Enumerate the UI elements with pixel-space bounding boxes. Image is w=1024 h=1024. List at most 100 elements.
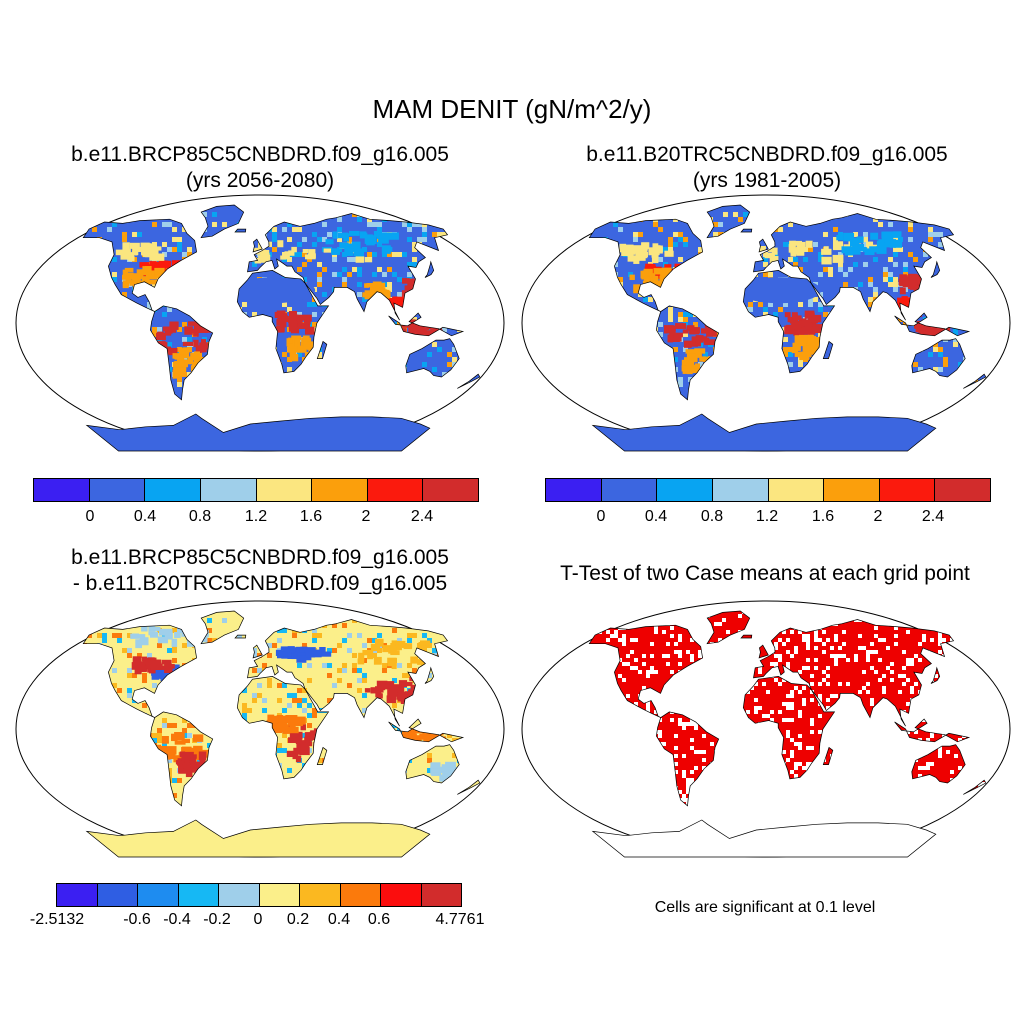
colorbar-swatch: [712, 479, 769, 501]
colorbar-swatch: [259, 884, 300, 906]
colorbar-swatch: [423, 479, 478, 501]
coastline-australia: [405, 338, 460, 378]
colorbar-swatch: [97, 884, 138, 906]
colorbar-difference-ticks: -2.5132 -0.6 -0.4 -0.2 0 0.2 0.4 0.6 4.7761: [0, 911, 520, 931]
colorbar-tick-label: 0.4: [133, 508, 157, 525]
coastline-newzealand: [963, 373, 987, 389]
panel3-title-line2: - b.e11.B20TRC5CNBDRD.f09_g16.005: [72, 572, 448, 595]
coastline-iceland: [740, 634, 753, 639]
coastline-japan: [930, 666, 941, 684]
colorbar-tick-label: -2.5132: [29, 911, 85, 928]
colorbar-swatch: [89, 479, 146, 501]
colorbar-tick-label: -0.2: [203, 911, 231, 928]
colorbar-swatch: [34, 479, 90, 501]
significance-note: Cells are significant at 0.1 level: [654, 899, 876, 916]
panel2-title: b.e11.B20TRC5CNBDRD.f09_g16.005 (yrs 198…: [537, 142, 997, 194]
colorbar-swatch: [219, 884, 260, 906]
colorbar-swatch: [657, 479, 713, 501]
panel2-title-line2: (yrs 1981-2005): [692, 169, 842, 192]
coastline-uk: [758, 238, 769, 253]
coastline-southamerica: [150, 305, 214, 401]
coastline-newzealand: [457, 373, 481, 389]
panel3-title-line1: b.e11.BRCP85C5CNBDRD.f09_g16.005: [71, 546, 449, 569]
colorbar-tick-label: -0.6: [123, 911, 151, 928]
colorbar-swatch: [312, 479, 368, 501]
colorbar-rcp85-ticks: 0 0.4 0.8 1.2 1.6 2 2.4: [0, 508, 520, 528]
colorbar-difference: [56, 883, 462, 907]
coastline-eurasia: [247, 619, 449, 727]
coastline-iceland: [234, 228, 247, 233]
colorbar-swatch: [768, 479, 825, 501]
coastline-japan: [424, 666, 435, 684]
colorbar-tick-label: 0.6: [367, 911, 391, 928]
colorbar-tick-label: 1.2: [755, 508, 779, 525]
colorbar-tick-label: 0.8: [700, 508, 724, 525]
coastline-southamerica: [150, 711, 214, 807]
colorbar-tick-label: 0.4: [327, 911, 351, 928]
panel2-title-line1: b.e11.B20TRC5CNBDRD.f09_g16.005: [586, 143, 948, 166]
colorbar-rcp85: [33, 478, 479, 502]
colorbar-swatch: [381, 884, 422, 906]
panel1-title-line1: b.e11.BRCP85C5CNBDRD.f09_g16.005: [71, 143, 449, 166]
coastline-iceland: [740, 228, 753, 233]
panel4-title: T-Test of two Case means at each grid po…: [515, 561, 1015, 587]
colorbar-tick-label: 1.2: [244, 508, 268, 525]
colorbar-tick-label: 4.7761: [435, 911, 485, 928]
colorbar-tick-label: 0.4: [644, 508, 668, 525]
coastline-antarctica: [85, 413, 431, 452]
coastline-northamerica: [82, 624, 197, 718]
coastline-africa: [236, 270, 330, 374]
map-historical: [521, 194, 1011, 452]
coastline-antarctica: [85, 819, 431, 858]
coastline-madagascar: [822, 340, 834, 359]
colorbar-tick-label: -0.4: [163, 911, 191, 928]
colorbar-tick-label: 0: [253, 911, 263, 928]
coastline-greenland: [706, 204, 751, 239]
map-ttest: [521, 600, 1011, 858]
colorbar-tick-label: 0.2: [286, 911, 310, 928]
map-difference: [15, 600, 505, 858]
coastline-japan: [930, 260, 941, 278]
coastline-japan: [424, 260, 435, 278]
figure-title: MAM DENIT (gN/m^2/y): [372, 94, 652, 124]
coastline-northamerica: [82, 218, 197, 312]
coastline-iceland: [234, 634, 247, 639]
coastline-northamerica: [588, 624, 703, 718]
colorbar-swatch: [300, 884, 341, 906]
colorbar-tick-label: 2: [361, 508, 371, 525]
colorbar-tick-label: 1.6: [811, 508, 835, 525]
coastline-southamerica: [656, 711, 720, 807]
colorbar-swatch: [546, 479, 602, 501]
coastline-newzealand: [963, 779, 987, 795]
colorbar-swatch: [256, 479, 313, 501]
coastline-northamerica: [588, 218, 703, 312]
map-rcp85: [15, 194, 505, 452]
colorbar-swatch: [879, 479, 936, 501]
coastline-africa: [742, 270, 836, 374]
panel4-title-line1: T-Test of two Case means at each grid po…: [560, 562, 970, 585]
coastline-madagascar: [822, 746, 834, 765]
coastline-africa: [742, 676, 836, 780]
colorbar-historical-ticks: 0 0.4 0.8 1.2 1.6 2 2.4: [0, 508, 1024, 528]
coastline-madagascar: [316, 746, 328, 765]
panel1-title-line2: (yrs 2056-2080): [185, 169, 335, 192]
colorbar-tick-label: 1.6: [299, 508, 323, 525]
coastline-australia: [911, 338, 966, 378]
coastline-eurasia: [247, 213, 449, 321]
colorbar-tick-label: 0: [85, 508, 95, 525]
colorbar-swatch: [200, 479, 257, 501]
coastline-eurasia: [753, 213, 955, 321]
coastline-newzealand: [457, 779, 481, 795]
colorbar-swatch: [367, 479, 424, 501]
coastline-eurasia: [753, 619, 955, 727]
panel1-title: b.e11.BRCP85C5CNBDRD.f09_g16.005 (yrs 20…: [30, 142, 490, 194]
colorbar-swatch: [178, 884, 219, 906]
coastline-madagascar: [316, 340, 328, 359]
coastline-uk: [252, 238, 263, 253]
colorbar-historical: [545, 478, 991, 502]
coastline-indonesia: [894, 312, 971, 337]
colorbar-swatch: [824, 479, 880, 501]
colorbar-swatch: [601, 479, 658, 501]
colorbar-swatch: [138, 884, 179, 906]
coastline-australia: [911, 744, 966, 784]
